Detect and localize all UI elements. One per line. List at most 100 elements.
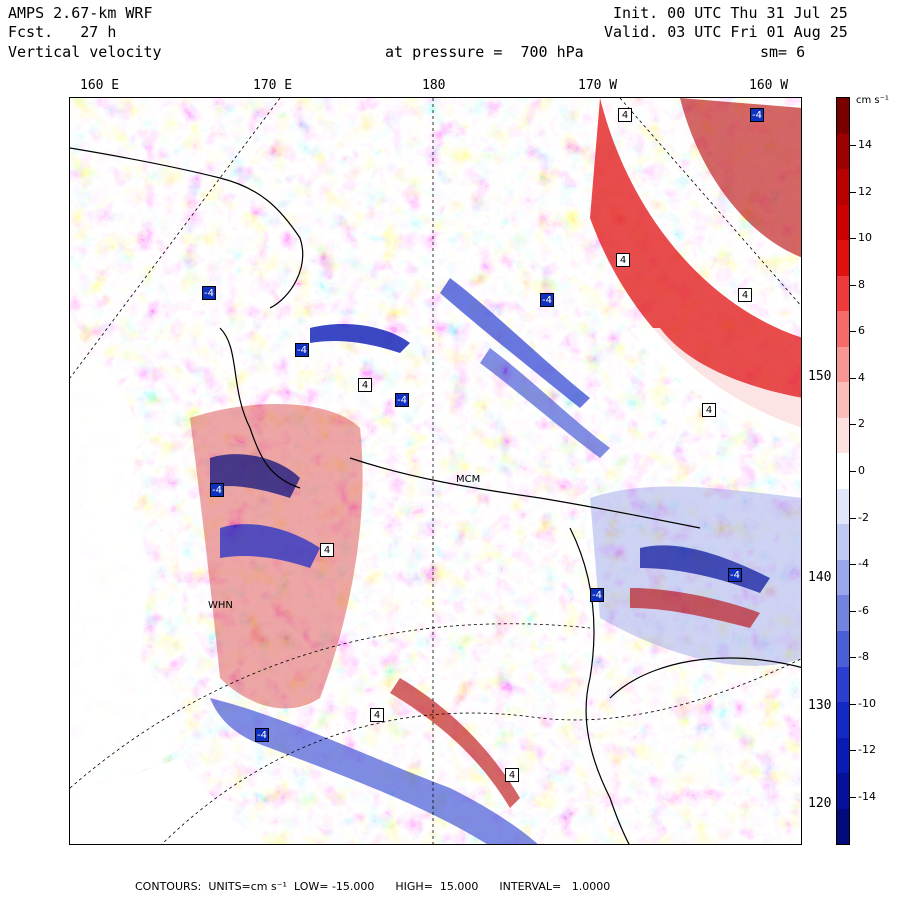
colorbar-swatch [837, 346, 849, 383]
colorbar-swatch [837, 808, 849, 845]
map-field-svg [70, 98, 801, 844]
extremum-marker: -4 [295, 343, 309, 357]
colorbar-tick [850, 238, 856, 240]
contour-info: CONTOURS: UNITS=cm s⁻¹ LOW= -15.000 HIGH… [135, 880, 611, 893]
colorbar-tick-label: 10 [858, 231, 872, 245]
colorbar-tick [850, 424, 856, 426]
station-mcm: MCM [456, 474, 481, 485]
colorbar-swatch [837, 382, 849, 418]
colorbar-tick [850, 517, 856, 519]
extremum-marker: 4 [505, 768, 519, 782]
vertical-velocity-map: MCM WHN 4 -4 4 4 -4 -4 -4 4 -4 4 -4 4 -4… [69, 97, 802, 845]
strong-updraft-core [680, 98, 801, 258]
colorbar-tick-label: 14 [858, 138, 872, 151]
colorbar-swatch [837, 275, 849, 312]
lon-label-180: 180 [422, 78, 446, 93]
colorbar-tick [850, 750, 856, 752]
colorbar-swatch [837, 666, 849, 703]
extremum-marker: 4 [618, 108, 632, 122]
forecast-hour: Fcst. 27 h [8, 23, 117, 41]
valid-time: Valid. 03 UTC Fri 01 Aug 25 [604, 23, 848, 41]
mountain-downdraft-1 [210, 454, 300, 498]
colorbar-tick [850, 377, 856, 379]
colorbar-swatch [837, 204, 849, 241]
colorbar-tick-label: 12 [858, 184, 872, 198]
coastlines [70, 147, 801, 844]
colorbar-tick-label: 2 [858, 417, 865, 431]
velocity-field [70, 98, 801, 844]
arc-gap [630, 328, 801, 433]
lon-label-160e: 160 E [80, 78, 120, 93]
model-title: AMPS 2.67-km WRF [8, 4, 153, 22]
downdraft-streak-2 [480, 348, 610, 458]
extremum-marker: -4 [728, 568, 742, 582]
mountain-downdraft-2 [220, 524, 320, 568]
graticule [70, 98, 801, 844]
extremum-marker: -4 [540, 293, 554, 307]
extremum-marker: 4 [320, 543, 334, 557]
init-time: Init. 00 UTC Thu 31 Jul 25 [613, 4, 848, 22]
colorbar-units: cm s⁻¹ [856, 95, 889, 106]
colorbar-tick-label: 0 [858, 464, 865, 477]
colorbar-swatch [837, 240, 849, 276]
colorbar-tick [850, 145, 856, 146]
downdraft-streak-1 [440, 278, 590, 408]
colorbar-swatch [837, 169, 849, 205]
colorbar-tick [850, 191, 856, 193]
coastal-updraft-band [390, 678, 520, 808]
no-data-region [70, 363, 180, 798]
colorbar-swatch [837, 630, 849, 667]
marie-byrd-updraft [630, 588, 760, 628]
extremum-marker: 4 [616, 253, 630, 267]
pressure-level: at pressure = 700 hPa [385, 43, 584, 61]
extremum-marker: -4 [202, 286, 216, 300]
downdraft-streak-3 [310, 323, 410, 353]
extremum-marker: -4 [750, 108, 764, 122]
strong-updraft-band [590, 98, 801, 428]
colorbar-swatch [837, 524, 849, 560]
lon-label-170w: 170 W [578, 78, 618, 93]
colorbar-tick-label: -4 [858, 557, 869, 571]
colorbar-tick-label: 6 [858, 324, 865, 338]
extremum-marker: -4 [255, 728, 269, 742]
colorbar-tick [850, 331, 856, 333]
extremum-marker: 4 [370, 708, 384, 722]
no-data-region-south [70, 758, 268, 844]
smoothing-value: sm= 6 [760, 43, 806, 61]
colorbar-swatch [837, 417, 849, 454]
colorbar-tick-label: -6 [858, 603, 869, 617]
colorbar-tick [850, 471, 856, 472]
colorbar-tick-label: 4 [858, 370, 865, 384]
colorbar-tick [850, 610, 856, 612]
extremum-marker: -4 [395, 393, 409, 407]
colorbar-swatch [837, 737, 849, 774]
colorbar-tick [850, 284, 856, 286]
colorbar-swatch [837, 773, 849, 809]
colorbar-tick-label: -14 [858, 790, 876, 803]
colorbar-tick-label: -2 [858, 510, 869, 524]
coastal-downdraft-band [210, 698, 538, 844]
extremum-marker: 4 [358, 378, 372, 392]
colorbar-swatch [837, 98, 849, 134]
extremum-marker: 4 [702, 403, 716, 417]
colorbar-tick-label: -8 [858, 650, 869, 664]
station-whn: WHN [208, 600, 233, 611]
extremum-marker: 4 [738, 288, 752, 302]
colorbar-swatch [837, 595, 849, 631]
lon-label-160w: 160 W [749, 78, 789, 93]
extremum-marker: -4 [590, 588, 604, 602]
colorbar-tick [850, 657, 856, 659]
colorbar-tick-label: 8 [858, 277, 865, 291]
extremum-marker: -4 [210, 483, 224, 497]
colorbar-tick [850, 797, 856, 798]
colorbar-tick-label: -10 [858, 696, 876, 710]
field-name: Vertical velocity [8, 43, 162, 61]
colorbar-tick-label: -12 [858, 743, 876, 757]
colorbar-swatch [837, 133, 849, 170]
colorbar-tick [850, 703, 856, 705]
colorbar-swatch [837, 311, 849, 347]
colorbar-swatch [837, 488, 849, 525]
colorbar-swatch [837, 453, 849, 489]
colorbar-tick [850, 564, 856, 566]
colorbar-swatch [837, 702, 849, 738]
